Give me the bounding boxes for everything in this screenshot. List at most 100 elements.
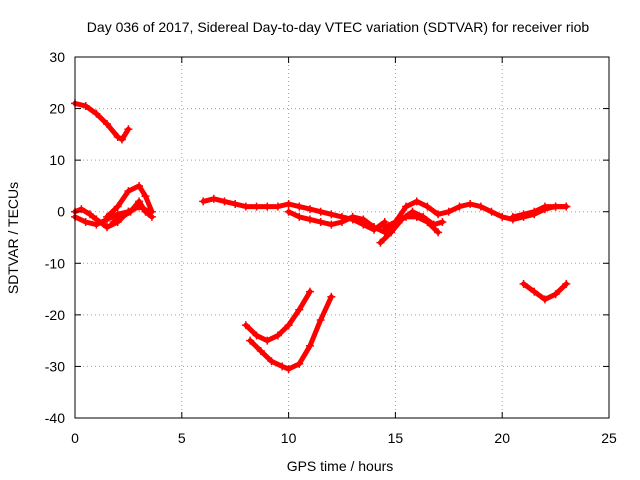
data-point — [256, 346, 265, 355]
data-point — [562, 279, 571, 288]
axis-ticks: 0 5 10 15 20 25 -40 -30 -20 -10 0 10 20 30 — [45, 49, 617, 446]
data-point — [327, 292, 336, 301]
data-point — [113, 132, 122, 141]
data-point — [408, 207, 417, 216]
y-axis-label: SDTVAR / TECUs — [5, 182, 21, 294]
data-point — [327, 220, 336, 229]
data-point — [81, 101, 90, 110]
y-tick-label: -40 — [45, 410, 65, 426]
data-point — [387, 228, 396, 237]
grid-lines — [75, 57, 609, 418]
data-point — [273, 331, 282, 340]
series-line-arc-5 — [110, 198, 155, 225]
data-point — [551, 290, 560, 299]
data-point — [284, 199, 293, 208]
data-point — [305, 205, 314, 214]
data-point — [438, 218, 447, 227]
data-point — [241, 321, 250, 330]
data-point — [370, 223, 379, 232]
data-point — [466, 199, 475, 208]
data-point — [246, 336, 255, 345]
data-point — [487, 207, 496, 216]
x-tick-label: 15 — [388, 430, 404, 446]
data-point — [284, 321, 293, 330]
data-point — [263, 336, 272, 345]
data-point — [135, 181, 144, 190]
data-point — [412, 212, 421, 221]
data-point — [316, 316, 325, 325]
data-point — [103, 212, 112, 221]
y-tick-label: -20 — [45, 307, 65, 323]
x-axis-label: GPS time / hours — [287, 458, 394, 474]
series-line-arc-4 — [104, 183, 155, 220]
data-point — [141, 192, 150, 201]
data-point — [126, 207, 135, 216]
data-point — [380, 223, 389, 232]
data-point — [141, 207, 150, 216]
x-tick-label: 10 — [281, 430, 297, 446]
data-series — [71, 99, 571, 374]
data-point — [273, 202, 282, 211]
data-point — [220, 197, 229, 206]
data-point — [562, 202, 571, 211]
data-point — [423, 202, 432, 211]
data-point — [92, 215, 101, 224]
y-tick-label: -10 — [45, 255, 65, 271]
data-point — [434, 228, 443, 237]
data-point — [113, 202, 122, 211]
data-point — [295, 305, 304, 314]
data-point — [231, 199, 240, 208]
data-point — [103, 120, 112, 129]
x-tick-label: 20 — [494, 430, 510, 446]
data-point — [295, 212, 304, 221]
data-point — [284, 365, 293, 374]
data-point — [376, 238, 385, 247]
data-point — [359, 215, 368, 224]
data-point — [295, 202, 304, 211]
x-tick-label: 25 — [601, 430, 617, 446]
data-point — [199, 197, 208, 206]
data-point — [135, 197, 144, 206]
data-point — [391, 218, 400, 227]
data-point — [278, 362, 287, 371]
data-point — [530, 287, 539, 296]
data-point — [295, 359, 304, 368]
data-point — [252, 202, 261, 211]
data-point — [498, 212, 507, 221]
plot-frame — [74, 56, 610, 419]
y-tick-label: 0 — [57, 204, 65, 220]
data-point — [109, 218, 118, 227]
x-tick-label: 5 — [178, 430, 186, 446]
data-point — [540, 202, 549, 211]
data-point — [540, 295, 549, 304]
y-tick-label: -30 — [45, 358, 65, 374]
data-point — [402, 202, 411, 211]
data-point — [316, 207, 325, 216]
y-tick-label: 20 — [49, 101, 65, 117]
data-point — [434, 210, 443, 219]
data-point — [338, 218, 346, 227]
data-point — [423, 218, 432, 227]
data-point — [519, 210, 528, 219]
data-point — [530, 207, 539, 216]
data-point — [124, 187, 133, 196]
data-point — [327, 210, 336, 219]
data-point — [103, 223, 112, 232]
data-point — [508, 212, 517, 221]
data-point — [209, 194, 218, 203]
data-point — [117, 212, 126, 221]
data-point — [316, 218, 325, 227]
y-tick-label: 30 — [49, 49, 65, 65]
data-point — [147, 212, 156, 221]
data-point — [402, 212, 411, 221]
data-point — [81, 218, 90, 227]
data-point — [305, 215, 314, 224]
series-line-arc-10 — [382, 214, 441, 235]
data-point — [305, 341, 314, 350]
data-point — [77, 205, 86, 214]
data-point — [124, 125, 133, 134]
data-point — [284, 207, 293, 216]
x-tick-label: 0 — [71, 430, 79, 446]
